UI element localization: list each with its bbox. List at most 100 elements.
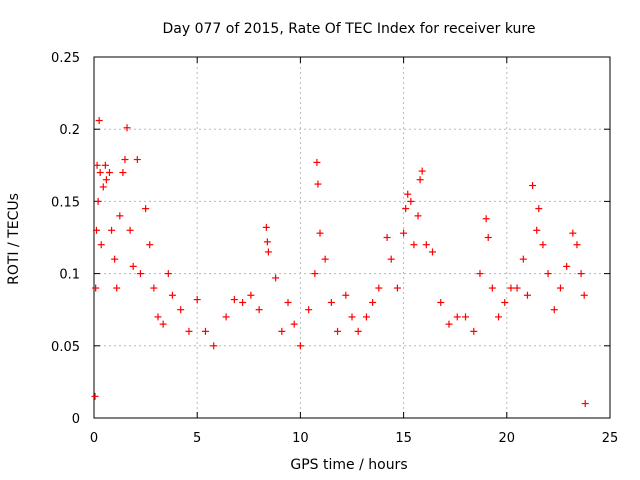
point-34	[210, 342, 218, 350]
point-74	[428, 248, 436, 256]
point-22	[136, 270, 144, 278]
point-4	[94, 197, 102, 205]
point-101	[580, 291, 588, 299]
axis-layer	[93, 56, 611, 419]
point-55	[334, 327, 342, 335]
point-54	[327, 298, 335, 306]
point-58	[354, 327, 362, 335]
point-97	[563, 262, 571, 270]
point-25	[150, 284, 158, 292]
point-81	[482, 215, 490, 223]
point-7	[97, 241, 105, 249]
point-38	[247, 291, 255, 299]
point-62	[383, 234, 391, 241]
point-48	[305, 306, 313, 314]
x-tick-label-0: 0	[90, 431, 98, 446]
point-78	[462, 313, 470, 321]
point-76	[445, 320, 453, 328]
point-46	[290, 320, 298, 328]
point-73	[422, 241, 430, 249]
x-tick-label-4: 20	[499, 431, 516, 446]
point-8	[99, 183, 107, 191]
point-94	[544, 270, 552, 278]
point-89	[523, 291, 531, 299]
point-92	[535, 205, 543, 213]
point-17	[121, 156, 129, 164]
point-86	[507, 284, 515, 292]
point-10	[102, 176, 110, 184]
x-tick-label-1: 5	[193, 431, 201, 446]
point-41	[263, 238, 271, 246]
point-102	[581, 400, 589, 408]
points-layer	[91, 117, 589, 408]
point-13	[111, 255, 119, 263]
point-28	[164, 270, 172, 278]
point-64	[393, 284, 401, 292]
point-11	[105, 169, 113, 177]
point-99	[573, 241, 581, 249]
point-33	[201, 327, 209, 335]
point-87	[513, 284, 521, 292]
plot-frame	[93, 56, 611, 419]
point-56	[342, 291, 350, 299]
point-65	[400, 229, 408, 237]
point-14	[113, 284, 121, 292]
point-91	[533, 226, 541, 234]
point-2	[92, 226, 100, 234]
point-26	[154, 313, 162, 321]
point-19	[126, 226, 134, 234]
point-96	[556, 284, 564, 292]
point-27	[159, 320, 167, 328]
point-0	[91, 392, 99, 400]
point-69	[410, 241, 418, 249]
point-57	[348, 313, 356, 321]
grid-layer	[94, 57, 610, 418]
point-23	[142, 205, 150, 213]
point-42	[264, 248, 272, 256]
point-16	[119, 169, 127, 177]
x-tick-label-2: 10	[292, 431, 309, 446]
point-83	[488, 284, 496, 292]
point-43	[272, 274, 280, 282]
point-51	[314, 180, 322, 188]
point-5	[95, 117, 103, 125]
point-12	[108, 226, 116, 234]
x-axis-label: GPS time / hours	[290, 457, 407, 473]
point-70	[414, 212, 422, 220]
point-85	[501, 298, 509, 306]
x-tick-label-3: 15	[395, 431, 412, 446]
point-75	[437, 298, 445, 306]
point-29	[168, 291, 176, 299]
point-67	[404, 190, 412, 198]
y-tick-label-2: 0.1	[59, 268, 80, 283]
point-40	[262, 223, 270, 231]
chart-title: Day 077 of 2015, Rate Of TEC Index for r…	[163, 21, 536, 37]
point-39	[255, 306, 263, 314]
point-79	[470, 327, 478, 335]
point-31	[185, 327, 193, 335]
point-90	[529, 182, 537, 190]
point-72	[418, 167, 426, 175]
point-15	[116, 212, 124, 220]
point-3	[93, 161, 101, 169]
point-1	[92, 284, 100, 292]
point-44	[278, 327, 286, 335]
point-61	[375, 284, 383, 292]
point-21	[133, 156, 141, 164]
y-tick-label-5: 0.25	[51, 51, 80, 66]
point-20	[129, 262, 137, 270]
point-68	[407, 197, 415, 205]
point-88	[519, 255, 527, 263]
point-45	[284, 298, 292, 306]
point-95	[550, 306, 558, 314]
point-59	[362, 313, 370, 321]
point-30	[177, 306, 185, 314]
point-49	[311, 270, 319, 278]
y-tick-label-4: 0.2	[59, 123, 80, 138]
point-77	[453, 313, 461, 321]
point-6	[96, 169, 104, 177]
y-axis-label: ROTI / TECUs	[6, 193, 22, 285]
